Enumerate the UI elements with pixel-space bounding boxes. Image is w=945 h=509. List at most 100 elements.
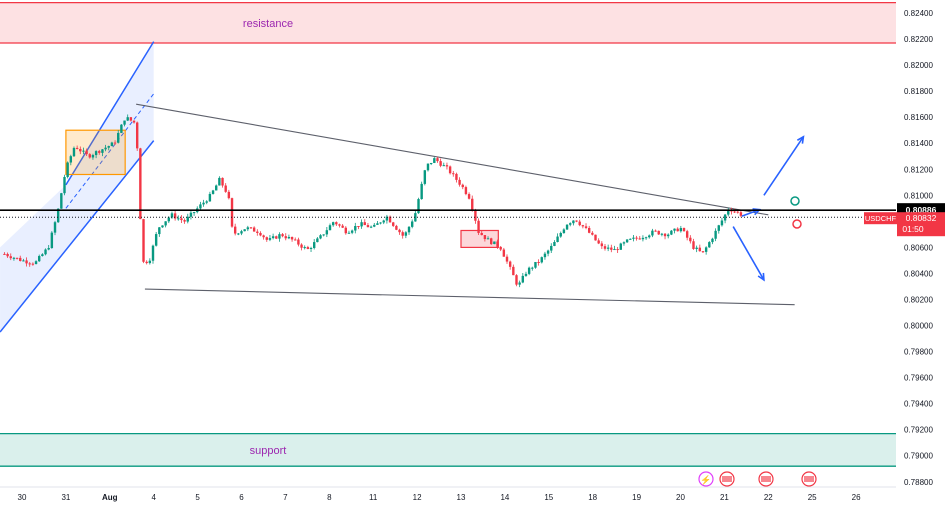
candle-body xyxy=(123,120,126,125)
candle-body xyxy=(600,243,604,247)
candle-body xyxy=(98,151,101,153)
candle-body xyxy=(328,225,332,231)
candle-body xyxy=(3,253,6,255)
candle-body xyxy=(420,183,423,200)
resistance-zone xyxy=(0,2,896,43)
candle-body xyxy=(335,222,338,225)
time-tick-label: 7 xyxy=(283,493,288,502)
candle-body xyxy=(34,261,38,264)
candle-body xyxy=(110,142,114,147)
candle-body xyxy=(436,158,439,162)
time-tick-label: 5 xyxy=(195,493,200,502)
lightning-event-icon[interactable] xyxy=(698,471,714,487)
candle-body xyxy=(180,218,183,221)
time-tick-label: 8 xyxy=(327,493,332,502)
candle-body xyxy=(369,226,373,228)
candle-body xyxy=(309,247,313,249)
candle-body xyxy=(629,238,632,240)
candle-body xyxy=(357,226,360,228)
candle-body xyxy=(170,213,174,218)
candle-body xyxy=(442,165,445,167)
candle-body xyxy=(322,234,325,236)
event-icons[interactable]: ⚡ xyxy=(698,471,817,487)
candle-body xyxy=(237,233,240,235)
price-tick-label: 0.82400 xyxy=(904,9,933,18)
candle-body xyxy=(6,253,9,257)
candle-body xyxy=(625,239,629,243)
candle-body xyxy=(392,222,395,226)
candle-body xyxy=(91,155,95,158)
candle-body xyxy=(569,223,572,225)
buy-alert-icon[interactable] xyxy=(790,196,800,206)
price-tick-label: 0.79000 xyxy=(904,452,933,461)
time-tick-label: 26 xyxy=(852,493,861,502)
time-tick-label: 6 xyxy=(239,493,244,502)
candle-body xyxy=(395,225,398,230)
price-tick-label: 0.81000 xyxy=(904,191,933,200)
candle-body xyxy=(132,120,136,123)
price-tick-label: 0.78800 xyxy=(904,478,933,487)
candle-body xyxy=(158,227,161,235)
candle-body xyxy=(493,241,496,245)
candle-body xyxy=(499,246,502,250)
candle-body xyxy=(433,158,436,163)
candle-body xyxy=(189,212,193,217)
candle-body xyxy=(75,147,79,149)
candle-body xyxy=(736,211,739,213)
candle-body xyxy=(82,150,85,152)
candle-body xyxy=(603,246,607,249)
candle-body xyxy=(471,198,474,210)
price-tick-label: 0.80600 xyxy=(904,243,933,252)
candle-body xyxy=(657,230,660,235)
candle-body xyxy=(379,222,382,224)
us-flag-icon xyxy=(804,476,814,482)
candle-body xyxy=(622,242,626,244)
candle-body xyxy=(117,132,120,143)
price-axis[interactable] xyxy=(896,0,945,489)
candle-body xyxy=(28,263,31,265)
candle-body xyxy=(711,238,714,243)
candle-body xyxy=(698,247,702,252)
candle-body xyxy=(521,275,525,283)
candle-body xyxy=(515,275,518,285)
candle-body xyxy=(354,226,357,231)
candle-body xyxy=(448,166,452,174)
candle-body xyxy=(246,227,250,230)
lightning-icon: ⚡ xyxy=(700,474,711,486)
candle-body xyxy=(619,243,622,250)
candle-body xyxy=(458,179,461,185)
candle-body xyxy=(199,204,202,209)
candle-body xyxy=(12,257,16,259)
candle-body xyxy=(154,234,158,246)
candle-body xyxy=(717,225,720,231)
candle-body xyxy=(69,156,73,163)
price-tick-label: 0.81600 xyxy=(904,113,933,122)
candle-body xyxy=(38,256,41,262)
candle-body xyxy=(145,261,148,264)
candle-body xyxy=(233,226,237,234)
candle-body xyxy=(708,242,711,248)
candle-body xyxy=(584,226,588,228)
candle-body xyxy=(531,267,534,269)
candle-body xyxy=(689,237,692,242)
time-tick-label: 18 xyxy=(588,493,597,502)
price-tick-label: 0.79400 xyxy=(904,400,933,409)
candle-body xyxy=(350,230,354,233)
candle-body xyxy=(641,237,645,240)
time-tick-label: 4 xyxy=(151,493,156,502)
triangle-lower-line xyxy=(144,288,795,306)
candle-body xyxy=(654,230,657,232)
sell-alert-icon[interactable] xyxy=(792,219,802,229)
candle-body xyxy=(227,191,231,199)
time-tick-label: Aug xyxy=(102,493,118,502)
candle-body xyxy=(243,229,246,232)
time-axis[interactable] xyxy=(0,487,896,509)
time-tick-label: 11 xyxy=(369,493,378,502)
candle-body xyxy=(376,223,379,225)
candle-body xyxy=(72,147,76,157)
candle-body xyxy=(540,257,543,263)
candle-body xyxy=(651,230,654,236)
candle-body xyxy=(518,282,521,285)
candle-body xyxy=(25,260,28,264)
